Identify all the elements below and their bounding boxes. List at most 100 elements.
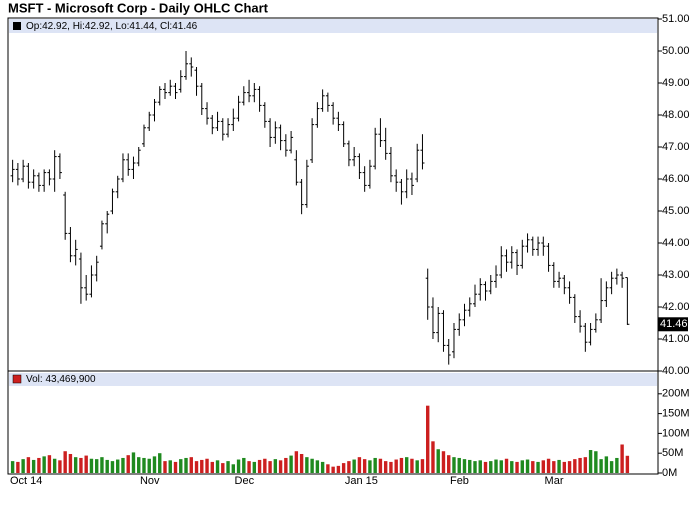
volume-bar [431, 441, 435, 473]
volume-bar [368, 460, 372, 473]
volume-bar [515, 461, 519, 473]
volume-bar [68, 453, 73, 473]
volume-bar [52, 458, 57, 473]
volume-bar [194, 461, 199, 473]
volume-bar [116, 459, 120, 473]
volume-bar [47, 455, 52, 473]
volume-bar [609, 461, 614, 473]
volume-bar [494, 459, 498, 473]
volume-tick-label: 50M [662, 447, 683, 459]
volume-bar [63, 451, 67, 473]
y-tick-label: 45.00 [662, 205, 690, 217]
volume-legend-bar [9, 373, 657, 386]
y-tick-label: 50.00 [662, 45, 690, 57]
volume-bar [168, 460, 172, 473]
volume-bar [478, 460, 482, 473]
x-tick-label: Jan 15 [345, 475, 378, 487]
volume-bar [594, 451, 598, 473]
price-legend-bar [9, 19, 657, 33]
volume-bar [242, 457, 246, 473]
price-legend-swatch [13, 22, 21, 30]
volume-bar [221, 463, 225, 473]
volume-tick-label: 200M [662, 388, 690, 400]
x-tick-label: Nov [140, 475, 160, 487]
volume-bar [562, 461, 567, 473]
volume-bar [147, 458, 151, 473]
volume-bar [625, 455, 630, 473]
x-tick-label: Feb [450, 475, 469, 487]
volume-bar [10, 461, 15, 473]
volume-bar [599, 459, 603, 473]
volume-bar [121, 457, 125, 473]
volume-bar [84, 455, 88, 473]
volume-bar [373, 457, 377, 473]
price-legend: Op:42.92, Hi:42.92, Lo:41.44, Cl:41.46 [26, 21, 198, 32]
price-panel [7, 17, 659, 372]
volume-bar [420, 459, 425, 473]
x-tick-label: Dec [235, 475, 255, 487]
volume-bar [378, 458, 383, 473]
volume-legend: Vol: 43,469,900 [26, 374, 96, 385]
y-tick-label: 41.00 [662, 333, 690, 345]
volume-bar [326, 464, 330, 473]
volume-bar [79, 457, 83, 473]
volume-bar [452, 457, 456, 473]
volume-bar [383, 461, 388, 473]
chart-title: MSFT - Microsoft Corp - Daily OHLC Chart [8, 0, 269, 15]
volume-bar [126, 455, 130, 473]
volume-bar [352, 459, 356, 473]
y-tick-label: 48.00 [662, 109, 690, 121]
volume-legend-swatch [12, 374, 22, 384]
volume-bar [37, 457, 41, 473]
volume-bar [310, 458, 314, 473]
volume-bar [489, 461, 493, 473]
volume-bar [100, 457, 104, 473]
volume-bar [137, 457, 141, 473]
volume-bar [357, 457, 362, 473]
volume-bar [305, 457, 309, 473]
volume-bar [483, 461, 488, 473]
volume-bar [468, 459, 472, 473]
volume-bar [200, 459, 204, 473]
y-tick-label: 47.00 [662, 141, 690, 153]
volume-bar [583, 457, 588, 473]
volume-bar [263, 458, 267, 473]
volume-bar [320, 461, 325, 473]
volume-bar [462, 459, 467, 473]
volume-bar [152, 456, 157, 473]
volume-bar [26, 457, 31, 473]
volume-bar [105, 459, 109, 473]
volume-bar [436, 449, 440, 473]
volume-bar [399, 457, 404, 473]
volume-bar [457, 457, 461, 473]
volume-bar [110, 461, 115, 473]
volume-bar [510, 461, 514, 473]
volume-bar [173, 461, 178, 473]
volume-bar [415, 460, 419, 473]
volume-tick-label: 0M [662, 467, 677, 479]
volume-bar [341, 463, 346, 473]
volume-bar [42, 456, 46, 473]
volume-bar [331, 466, 335, 473]
volume-bar [620, 444, 624, 473]
volume-bar [94, 459, 99, 473]
volume-bar [16, 461, 20, 473]
y-tick-label: 40.00 [662, 365, 690, 377]
volume-bar [236, 459, 241, 473]
volume-bar [536, 461, 540, 473]
volume-bar [299, 453, 304, 473]
x-tick-label: Oct 14 [10, 475, 42, 487]
volume-bar [567, 461, 572, 473]
volume-bar [189, 457, 193, 473]
volume-tick-label: 150M [662, 408, 690, 420]
volume-bar [546, 458, 551, 473]
volume-bar [473, 461, 477, 473]
volume-bar [184, 457, 188, 473]
volume-bar [404, 457, 409, 473]
volume-bar [541, 460, 546, 473]
volume-bar [315, 460, 320, 473]
volume-bar [499, 460, 503, 473]
volume-bar [247, 461, 251, 473]
volume-bar [410, 458, 414, 473]
